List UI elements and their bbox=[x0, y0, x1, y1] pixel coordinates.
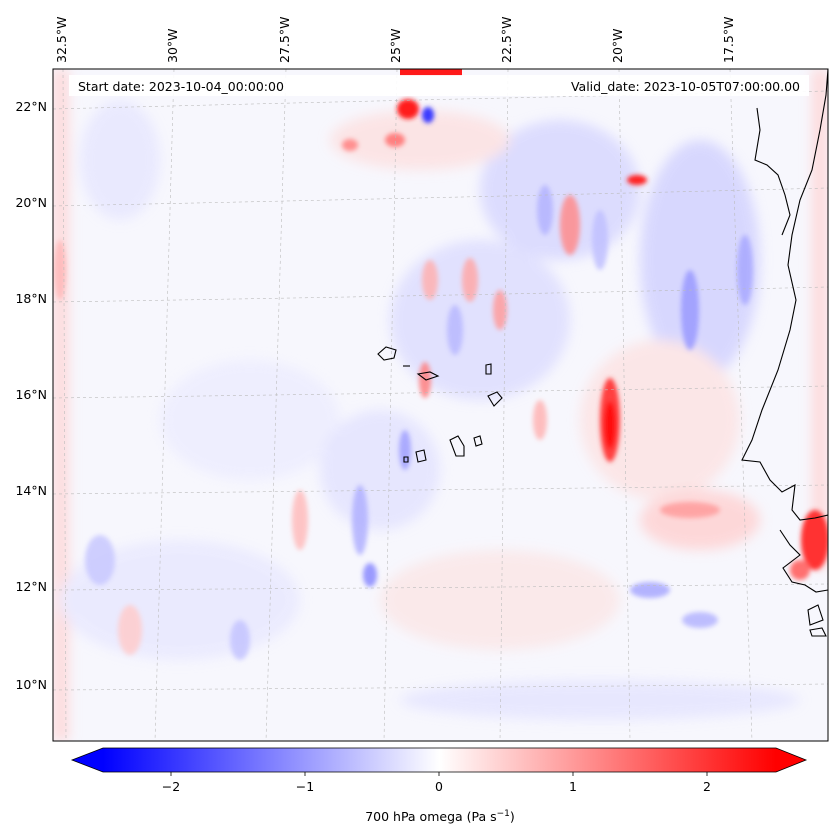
start-date-label: Start date: 2023-10-04_00:00:00 bbox=[78, 79, 284, 94]
header-banner bbox=[69, 75, 809, 96]
colorbar-tick-label: 1 bbox=[569, 779, 577, 794]
lat-tick-label: 18°N bbox=[15, 291, 47, 306]
colorbar-title-exponent: −1 bbox=[497, 809, 510, 819]
colorbar-extend-low bbox=[72, 748, 103, 772]
colorbar-title-close: ) bbox=[510, 809, 515, 824]
colorbar-body bbox=[103, 748, 776, 772]
lat-tick-label: 22°N bbox=[15, 99, 47, 114]
coastlines bbox=[377, 69, 828, 637]
gridlines bbox=[53, 69, 828, 741]
lon-tick-label: 17.5°W bbox=[721, 17, 736, 63]
colorbar-title-main: 700 hPa omega (Pa s bbox=[365, 809, 496, 824]
lon-tick-label: 25°W bbox=[388, 28, 403, 63]
omega-field bbox=[53, 69, 828, 741]
colorbar-tick-label: −2 bbox=[162, 779, 180, 794]
lon-tick-label: 22.5°W bbox=[499, 17, 514, 63]
map-panel: Start date: 2023-10-04_00:00:00 Valid_da… bbox=[52, 68, 829, 742]
colorbar-ticks bbox=[170, 772, 708, 776]
valid-date-label: Valid_date: 2023-10-05T07:00:00.00 bbox=[571, 79, 800, 94]
lat-tick-label: 14°N bbox=[15, 483, 47, 498]
latitude-labels: 22°N 20°N 18°N 16°N 14°N 12°N 10°N bbox=[15, 99, 47, 692]
colorbar-outline bbox=[70, 747, 808, 773]
lat-tick-label: 10°N bbox=[15, 677, 47, 692]
lat-tick-label: 20°N bbox=[15, 195, 47, 210]
colorbar-tick-label: 0 bbox=[435, 779, 443, 794]
colorbar-tick-label: 2 bbox=[703, 779, 711, 794]
colorbar-extend-high bbox=[776, 748, 806, 772]
lon-tick-label: 30°W bbox=[165, 28, 180, 63]
colorbar-title: 700 hPa omega (Pa s−1) bbox=[365, 809, 515, 824]
lon-tick-label: 27.5°W bbox=[277, 17, 292, 63]
lat-tick-label: 16°N bbox=[15, 387, 47, 402]
colorbar-tick-label: −1 bbox=[296, 779, 314, 794]
lat-tick-label: 12°N bbox=[15, 579, 47, 594]
longitude-labels: 32.5°W 30°W 27.5°W 25°W 22.5°W 20°W 17.5… bbox=[54, 17, 736, 63]
map-frame bbox=[52, 68, 829, 742]
colorbar: −2 −1 0 1 2 700 hPa omega (Pa s−1) bbox=[70, 747, 808, 824]
lon-tick-label: 32.5°W bbox=[54, 17, 69, 63]
lon-tick-label: 20°W bbox=[610, 28, 625, 63]
